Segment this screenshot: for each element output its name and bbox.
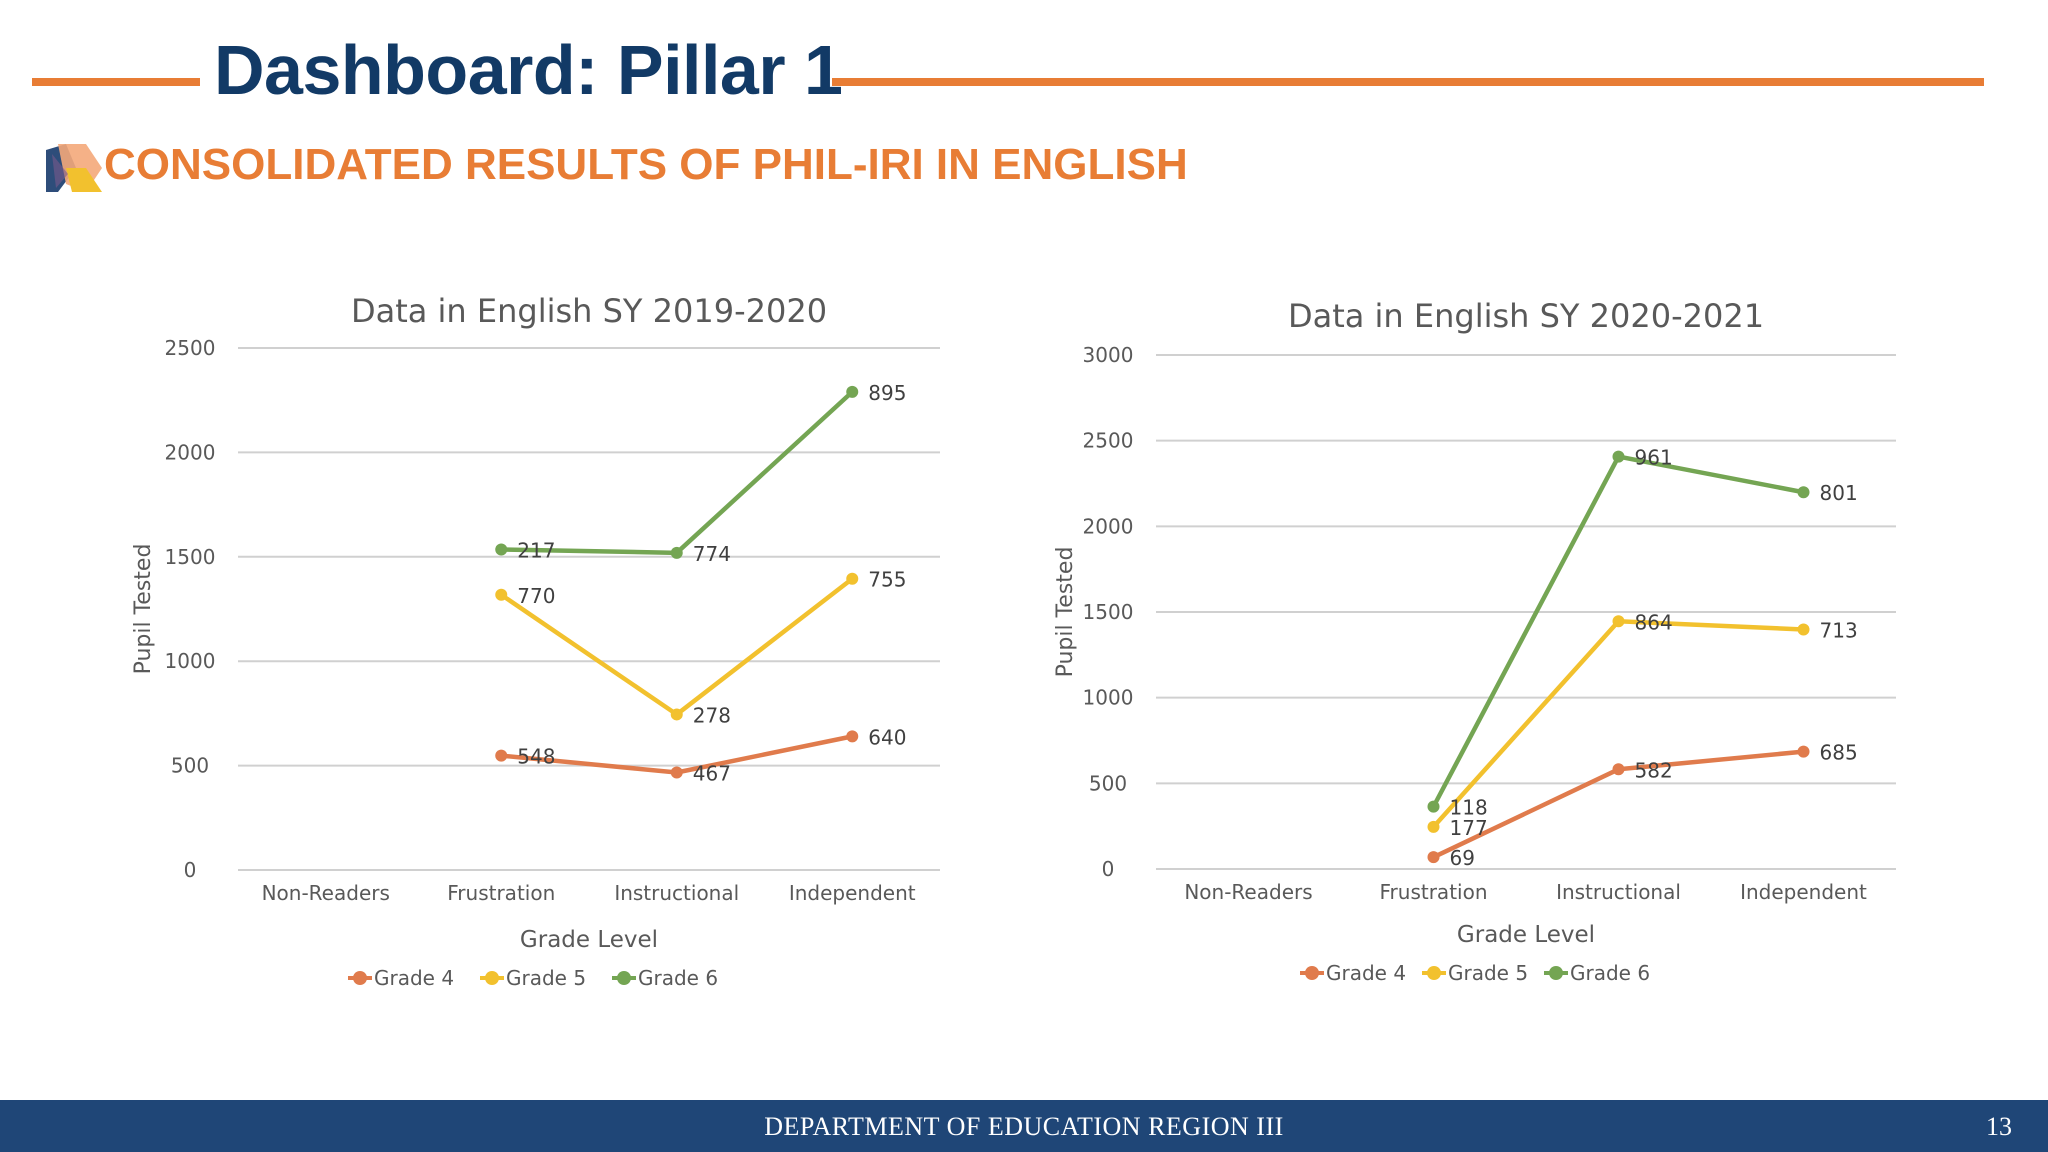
y-tick-label: 0 [1102,857,1115,881]
header-rule-left [32,78,200,86]
data-label: 713 [1820,618,1858,642]
data-point [495,749,508,762]
data-label: 864 [1635,610,1673,634]
y-tick-label: 2000 [165,440,216,464]
y-axis-label: Pupil Tested [1053,547,1078,678]
x-tick-label: Non-Readers [1184,880,1312,904]
series-line-grade-6 [1431,454,1804,808]
x-axis-label: Grade Level [1457,922,1595,948]
y-tick-label: 0 [184,858,197,882]
data-point [846,385,859,398]
data-label: 177 [1450,816,1488,840]
series-line-grade-5 [1431,619,1804,829]
section-logo-icon [46,144,102,197]
chart-1-svg: Data in English SY 2020-2021 0 500 1000 1500… [1053,297,1896,985]
y-tick-label: 1000 [1083,686,1134,710]
data-label: 278 [693,703,731,727]
data-point [495,543,508,556]
data-point [1427,820,1440,833]
x-tick-label: Frustration [447,881,555,905]
data-point [1797,486,1810,499]
page-title: Dashboard: Pillar 1 [214,31,843,109]
section-subtitle: CONSOLIDATED RESULTS OF PHIL-IRI IN ENGL… [104,140,1188,189]
legend-label: Grade 4 [1326,961,1406,985]
chart-title: Data in English SY 2019-2020 [351,292,827,330]
data-point [846,730,859,743]
x-axis-label: Grade Level [520,927,658,953]
data-point [1427,851,1440,864]
data-point [1612,615,1625,628]
data-label: 961 [1635,446,1673,470]
legend-marker [1427,966,1441,980]
y-tick-label: 500 [1089,771,1127,795]
legend-label: Grade 4 [374,966,454,990]
legend-marker [1305,966,1319,980]
chart-title: Data in English SY 2020-2021 [1288,297,1764,335]
x-tick-label: Independent [789,881,916,905]
data-label: 217 [517,538,555,562]
data-label: 548 [517,745,555,769]
x-tick-label: Frustration [1380,880,1488,904]
legend-label: Grade 6 [1570,961,1650,985]
data-label: 801 [1820,481,1858,505]
header-rule-right [832,78,1984,86]
data-label: 640 [868,725,906,749]
data-point [670,708,683,721]
legend-label: Grade 5 [506,966,586,990]
legend-marker [353,971,367,985]
data-point [1797,745,1810,758]
chart-sy-2020-2021: Data in English SY 2020-2021 0 500 1000 1500… [1024,0,2024,1040]
x-tick-label: Independent [1740,880,1867,904]
data-point [846,572,859,585]
y-tick-label: 3000 [1083,343,1134,367]
y-tick-label: 500 [171,754,209,778]
y-axis-label: Pupil Tested [131,544,156,675]
y-tick-label: 2500 [1083,429,1134,453]
chart-sy-2019-2020: Data in English SY 2019-2020 0 500 1000 1500… [0,0,1000,1040]
data-label: 118 [1450,796,1488,820]
data-point [1612,450,1625,463]
y-tick-label: 1500 [165,545,216,569]
series-line-grade-6 [501,390,854,556]
data-label: 582 [1635,758,1673,782]
x-tick-label: Instructional [614,881,739,905]
y-tick-label: 2000 [1083,514,1134,538]
data-label: 685 [1820,741,1858,765]
data-point [1427,800,1440,813]
legend-label: Grade 6 [638,966,718,990]
data-label: 770 [517,584,555,608]
data-point [670,766,683,779]
data-label: 774 [693,542,731,566]
footer-bar: DEPARTMENT OF EDUCATION REGION III 13 [0,1100,2048,1152]
x-tick-label: Instructional [1556,880,1681,904]
legend-marker [1549,966,1563,980]
data-label: 69 [1450,846,1475,870]
data-label: 895 [868,381,906,405]
x-tick-label: Non-Readers [262,881,390,905]
page-number: 13 [1986,1112,2012,1141]
data-point [1797,623,1810,636]
y-tick-label: 2500 [165,336,216,360]
y-tick-label: 1500 [1083,600,1134,624]
legend-marker [485,971,499,985]
data-label: 755 [868,568,906,592]
legend-marker [617,971,631,985]
footer-text: DEPARTMENT OF EDUCATION REGION III [764,1112,1284,1141]
y-tick-label: 1000 [165,649,216,673]
legend-label: Grade 5 [1448,961,1528,985]
data-point [1612,763,1625,776]
chart-0-svg: Data in English SY 2019-2020 0 500 1000 1500… [131,292,940,990]
data-point [670,546,683,559]
data-point [495,588,508,601]
data-label: 467 [693,761,731,785]
